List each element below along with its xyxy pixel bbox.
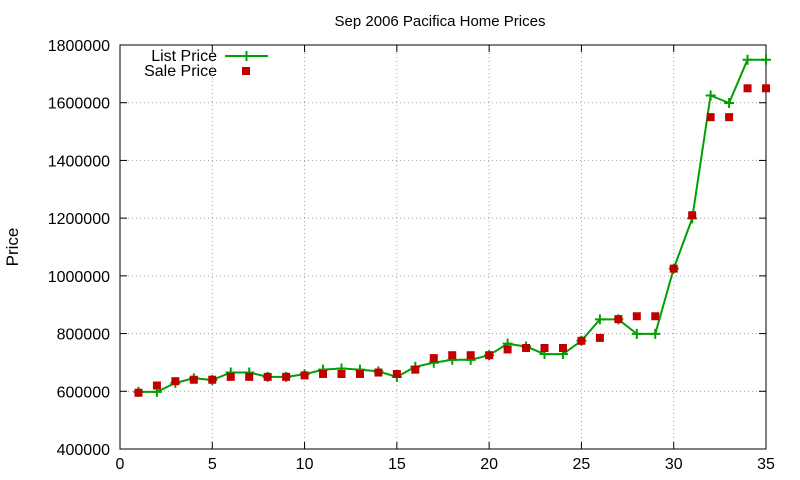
sale-price-point — [282, 372, 291, 381]
y-tick-label: 600000 — [57, 384, 110, 401]
legend: List Price Sale Price — [144, 48, 268, 80]
grid-lines — [120, 45, 766, 449]
sale-price-point — [743, 84, 752, 93]
list-price-point — [724, 98, 735, 109]
x-tick-label: 35 — [757, 456, 775, 473]
sale-price-point — [651, 312, 660, 321]
chart-title: Sep 2006 Pacifica Home Prices — [335, 13, 546, 30]
sale-price-point — [688, 211, 697, 220]
sale-price-point — [577, 336, 586, 345]
plot-border — [119, 44, 767, 450]
list-price-point — [742, 54, 753, 65]
x-tick-label: 20 — [480, 456, 498, 473]
sale-price-point — [503, 345, 512, 354]
sale-price-point — [522, 344, 531, 352]
sale-price-series — [134, 84, 770, 397]
sale-price-point — [226, 372, 235, 381]
y-axis-label: Price — [3, 228, 22, 267]
x-tick-label: 15 — [388, 456, 406, 473]
sale-price-point — [319, 369, 328, 378]
sale-price-point — [632, 312, 641, 321]
sale-price-point — [171, 377, 180, 386]
list-price-point — [761, 54, 771, 65]
list-price-point — [705, 90, 716, 101]
legend-marker-list-price — [241, 51, 252, 61]
y-axis: 400000 600000 800000 1000000 1200000 1400000 1… — [48, 38, 766, 459]
sale-price-point — [355, 369, 364, 378]
y-tick-label: 1400000 — [48, 153, 110, 170]
sale-price-point — [152, 381, 161, 390]
sale-price-point — [540, 344, 549, 352]
x-tick-label: 30 — [665, 456, 683, 473]
list-price-point — [631, 328, 642, 339]
sale-price-point — [485, 351, 494, 360]
sale-price-point — [245, 372, 254, 381]
y-tick-label: 1000000 — [48, 269, 110, 286]
sale-price-point — [466, 351, 475, 360]
plot-frame — [119, 44, 767, 450]
sale-price-point — [595, 333, 604, 342]
list-price-series — [133, 54, 771, 397]
sale-price-point — [392, 369, 401, 378]
legend-label-sale-price: Sale Price — [144, 63, 217, 80]
y-tick-label: 400000 — [57, 442, 110, 459]
x-axis: 0 5 10 15 20 25 30 35 — [116, 45, 775, 473]
sale-price-point — [429, 354, 438, 363]
legend-marker-sale-price — [242, 67, 250, 75]
sale-price-point — [134, 388, 143, 397]
sale-price-point — [337, 369, 346, 378]
sale-price-point — [725, 113, 734, 122]
y-tick-label: 1600000 — [48, 96, 110, 113]
sale-price-point — [411, 365, 420, 374]
sale-price-point — [614, 315, 623, 324]
sale-price-point — [669, 264, 678, 273]
sale-price-point — [208, 375, 217, 384]
legend-label-list-price: List Price — [151, 48, 217, 65]
list-price-line — [138, 58, 766, 393]
sale-price-point — [706, 113, 715, 122]
y-tick-label: 1800000 — [48, 38, 110, 55]
y-tick-label: 800000 — [57, 327, 110, 344]
x-tick-label: 10 — [296, 456, 314, 473]
list-price-point — [594, 314, 605, 325]
sale-price-point — [300, 371, 309, 380]
x-tick-label: 25 — [573, 456, 591, 473]
sale-price-point — [558, 344, 567, 352]
sale-price-point — [263, 372, 272, 381]
y-tick-label: 1200000 — [48, 211, 110, 228]
sale-price-point — [374, 368, 383, 377]
x-tick-label: 0 — [116, 456, 125, 473]
x-tick-label: 5 — [208, 456, 217, 473]
sale-price-point — [189, 375, 198, 384]
sale-price-point — [448, 351, 457, 360]
sale-price-point — [762, 84, 770, 93]
list-price-point — [650, 328, 661, 339]
